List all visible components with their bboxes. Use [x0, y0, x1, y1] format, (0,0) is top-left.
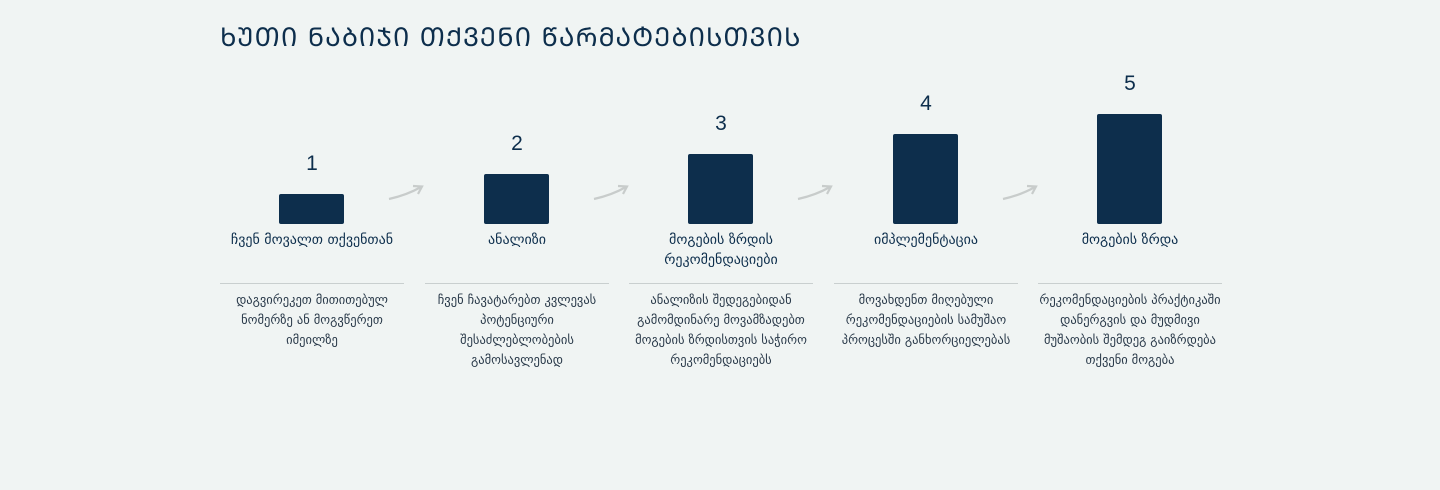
step-2: 2 ანალიზი ჩვენ ჩავატარებთ კვლევას პოტენც…	[425, 0, 609, 490]
page-title: ᲮᲣᲗᲘ ᲜᲐᲑᲘᲯᲘ ᲗᲥᲕᲔᲜᲘ ᲬᲐᲠᲛᲐᲢᲔᲑᲘᲡᲗᲕᲘᲡ	[220, 23, 802, 53]
curved-arrow-right-icon	[593, 184, 629, 201]
step-bar	[688, 154, 753, 224]
step-5: 5 მოგების ზრდა რეკომენდაციების პრაქტიკაშ…	[1038, 0, 1222, 490]
step-label: ანალიზი	[488, 232, 546, 248]
step-number: 5	[1124, 72, 1136, 95]
step-bar	[279, 194, 344, 224]
step-3: 3 მოგების ზრდის რეკომენდაციები ანალიზის …	[629, 0, 813, 490]
step-description: ანალიზის შედეგებიდან გამომდინარე მოვამზა…	[635, 292, 807, 367]
step-label: იმპლემენტაცია	[873, 232, 979, 248]
step-number: 3	[715, 112, 727, 135]
step-description: დაგვირეკეთ მითითებულ ნომერზე ან მოგვწერე…	[236, 292, 388, 347]
divider	[629, 283, 813, 284]
step-number: 4	[920, 92, 932, 115]
divider	[1038, 283, 1222, 284]
step-description: რეკომენდაციების პრაქტიკაში დანერგვის და …	[1039, 292, 1221, 367]
step-description: ჩვენ ჩავატარებთ კვლევას პოტენციური შესაძ…	[437, 292, 597, 367]
step-4: 4 იმპლემენტაცია მოვახდენთ მიღებული რეკომ…	[834, 0, 1018, 490]
step-description: მოვახდენთ მიღებული რეკომენდაციების სამუშ…	[841, 292, 1011, 347]
step-number: 2	[511, 132, 523, 155]
step-bar	[1097, 114, 1162, 224]
step-bar	[484, 174, 549, 224]
step-label: მოგების ზრდის რეკომენდაციები	[664, 232, 778, 268]
step-1: 1 ჩვენ მოვალთ თქვენთან დაგვირეკეთ მითითე…	[220, 0, 404, 490]
curved-arrow-right-icon	[388, 184, 424, 201]
step-bar	[893, 134, 958, 224]
curved-arrow-right-icon	[797, 184, 833, 201]
process-steps: 1 ჩვენ მოვალთ თქვენთან დაგვირეკეთ მითითე…	[220, 0, 1222, 490]
divider	[220, 283, 404, 284]
divider	[834, 283, 1018, 284]
step-label: ჩვენ მოვალთ თქვენთან	[230, 232, 394, 248]
step-label: მოგების ზრდა	[1081, 232, 1179, 248]
divider	[425, 283, 609, 284]
step-number: 1	[306, 152, 318, 175]
curved-arrow-right-icon	[1002, 184, 1038, 201]
